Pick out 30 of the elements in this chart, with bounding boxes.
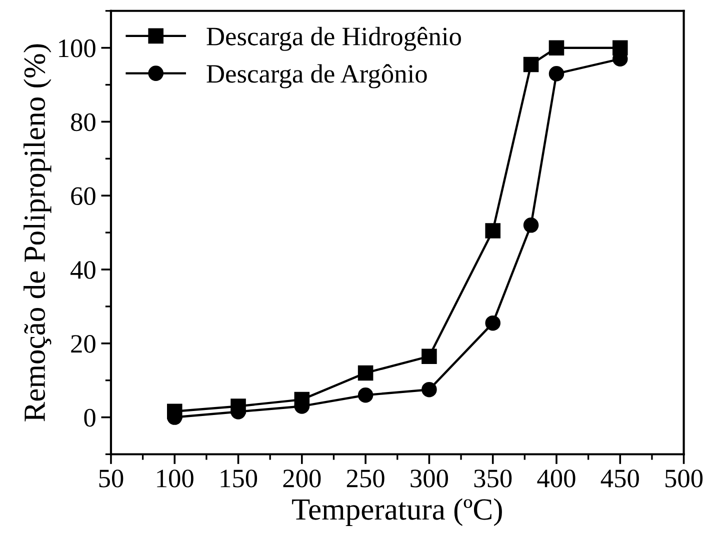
x-axis-title: Temperatura (ºC) bbox=[292, 498, 502, 526]
point bbox=[485, 223, 500, 238]
y-tick-label: 20 bbox=[71, 335, 96, 353]
legend-label: Descarga de Hidrogênio bbox=[206, 26, 461, 51]
point bbox=[523, 218, 539, 233]
y-axis-title: Remoção de Polipropileno (%) bbox=[24, 44, 52, 422]
y-tick-label: 40 bbox=[70, 261, 96, 279]
y-tick-label: 80 bbox=[71, 113, 96, 132]
y-tick-label: 0 bbox=[84, 408, 96, 427]
point bbox=[422, 382, 437, 398]
point bbox=[523, 56, 539, 72]
point bbox=[548, 40, 564, 56]
y-tick-label: 100 bbox=[59, 39, 96, 58]
x-tick-label: 300 bbox=[410, 470, 448, 488]
x-tick-label: 400 bbox=[537, 470, 576, 488]
x-tick-label: 50 bbox=[99, 470, 124, 488]
legend-label: Descarga de Argônio bbox=[206, 64, 427, 88]
x-tick-label: 450 bbox=[600, 470, 639, 488]
point bbox=[358, 387, 374, 403]
point bbox=[485, 315, 500, 331]
point bbox=[358, 365, 374, 381]
x-tick-label: 100 bbox=[157, 470, 194, 488]
point bbox=[422, 348, 437, 364]
x-tick-label: 200 bbox=[283, 470, 321, 488]
y-tick-label: 60 bbox=[71, 187, 96, 206]
x-tick-label: 250 bbox=[346, 470, 384, 488]
x-tick-label: 150 bbox=[220, 470, 258, 488]
point bbox=[548, 66, 564, 82]
x-tick-label: 500 bbox=[666, 470, 703, 488]
x-tick-label: 350 bbox=[474, 470, 512, 488]
